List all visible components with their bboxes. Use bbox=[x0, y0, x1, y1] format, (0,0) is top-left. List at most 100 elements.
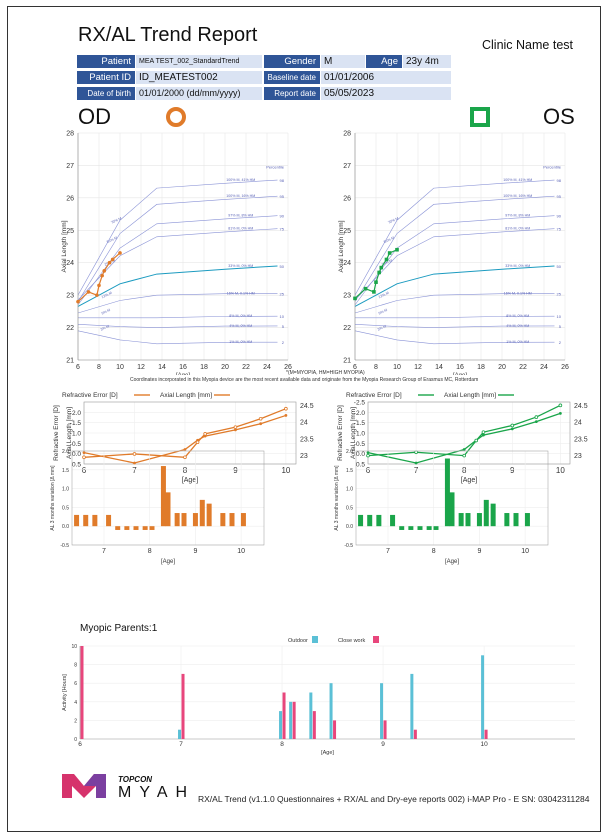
od-label: OD bbox=[78, 104, 111, 129]
x-tick-label: 9 bbox=[233, 466, 238, 475]
os-growth-chart: 212223242526272868101214161820222426[Age… bbox=[338, 131, 569, 376]
y-tick-label: 25 bbox=[343, 228, 351, 235]
data-point bbox=[97, 283, 101, 288]
x-tick-label: 9 bbox=[193, 548, 197, 555]
variation-bar bbox=[115, 526, 121, 530]
percentile-label-right: 97% M, 8% HM bbox=[505, 214, 530, 218]
variation-bar bbox=[133, 526, 139, 530]
y-tick-label: 25 bbox=[66, 228, 74, 235]
percentile-label-right: 33% M, 0% HM bbox=[505, 264, 530, 268]
variation-bar bbox=[504, 513, 510, 527]
percentile-label-right: 8% M, 0% HM bbox=[506, 314, 529, 318]
data-point bbox=[387, 251, 392, 255]
activity-bar bbox=[289, 701, 293, 739]
variation-bar bbox=[483, 499, 489, 527]
y-tick-label: -1.5 bbox=[354, 420, 366, 427]
plot-frame bbox=[71, 450, 265, 546]
os-square-icon bbox=[470, 107, 490, 127]
percentile-curve bbox=[77, 293, 278, 314]
variation-bar bbox=[513, 513, 519, 527]
percentile-curve bbox=[354, 324, 555, 328]
legend-swatch bbox=[373, 636, 379, 643]
activity-bar bbox=[333, 720, 337, 739]
x-tick-label: 7 bbox=[179, 741, 183, 748]
x-tick-label: 6 bbox=[76, 364, 80, 371]
y-tick-label: 10 bbox=[71, 644, 77, 650]
clinic-name: Clinic Name test bbox=[482, 38, 573, 52]
data-point bbox=[86, 290, 91, 294]
percentile-label-right: 33% M, 0% HM bbox=[228, 264, 253, 268]
y-tick-label: 2.0 bbox=[62, 449, 69, 455]
activity-bar bbox=[481, 655, 485, 739]
percentile-header: Percentile bbox=[266, 165, 285, 170]
percentile-number: 25 bbox=[557, 292, 562, 297]
y-tick-label: -1.0 bbox=[70, 431, 82, 438]
refractive-point bbox=[259, 422, 263, 426]
y-tick-label: 0.0 bbox=[72, 451, 81, 458]
axial-line bbox=[367, 404, 561, 457]
percentile-number: 75 bbox=[280, 227, 285, 232]
percentile-label-right: 81% M, 0% HM bbox=[505, 227, 530, 231]
x-tick-label: 8 bbox=[462, 466, 467, 475]
axial-point bbox=[284, 406, 288, 411]
x-tick-label: 8 bbox=[183, 466, 188, 475]
refractive-point bbox=[462, 448, 466, 451]
percentile-label-right: 100% M, 16% HM bbox=[503, 194, 532, 198]
myopia-footnote: *(M=MYOPIA, HM=HIGH MYOPIA) bbox=[286, 370, 365, 376]
age-value: 23y 4m bbox=[403, 55, 451, 68]
y-axis-label: AL 3 months variation [Δ mm] bbox=[50, 465, 56, 531]
percentile-curve bbox=[354, 195, 555, 302]
y2-axis-label: Axial Length [mm] bbox=[66, 407, 73, 459]
percentile-number: 10 bbox=[557, 314, 562, 319]
y-tick-label: 4 bbox=[74, 700, 77, 706]
x-tick-label: 10 bbox=[556, 466, 565, 475]
activity-bar bbox=[282, 692, 286, 739]
myopic-parents: Myopic Parents:1 bbox=[80, 623, 158, 634]
x-tick-label: 14 bbox=[435, 364, 443, 371]
patient-value: MEA TEST_002_StandardTrend bbox=[136, 55, 262, 68]
refractive-point bbox=[284, 414, 288, 417]
x-tick-label: 10 bbox=[521, 548, 529, 555]
percentile-label-left: 12% M bbox=[378, 291, 390, 299]
activity-bar bbox=[178, 729, 182, 739]
refractive-point bbox=[558, 411, 562, 415]
variation-bar bbox=[83, 514, 89, 527]
x-tick-label: 10 bbox=[480, 741, 488, 748]
plot-frame bbox=[367, 401, 571, 465]
erasmus-footnote: Coordinates incorporated in this Myopia … bbox=[130, 377, 479, 383]
data-point bbox=[363, 286, 368, 291]
x-tick-label: 24 bbox=[540, 364, 548, 371]
percentile-curve bbox=[354, 228, 555, 301]
y-axis-label: Axial Length [mm] bbox=[338, 220, 345, 272]
percentile-label-left: 51% M bbox=[383, 236, 395, 244]
x-axis-label: [Age] bbox=[161, 559, 175, 565]
variation-bar bbox=[206, 503, 212, 527]
od-rx-al-chart: 6 7 8 9 10 -2.0 -1.5 -1.0 -0.5 0.0 0.5 23 23.5 24 24.5… bbox=[53, 392, 314, 484]
dob-value: 01/01/2000 (dd/mm/yyyy) bbox=[136, 87, 262, 100]
y2-tick-label: 24 bbox=[300, 420, 308, 427]
y-tick-label: 22 bbox=[66, 325, 74, 332]
legend-axial: Axial Length [mm] bbox=[160, 392, 212, 399]
variation-bar bbox=[124, 526, 130, 530]
y-tick-label: 0.5 bbox=[346, 505, 353, 511]
variation-bar bbox=[399, 526, 405, 530]
y-tick-label: 27 bbox=[343, 163, 351, 170]
axial-point bbox=[82, 455, 86, 460]
percentile-number: 50 bbox=[280, 264, 285, 269]
x-axis-label: [Age] bbox=[453, 373, 467, 375]
percentile-curve bbox=[354, 265, 555, 307]
percentile-label-left: 70% M bbox=[387, 216, 399, 224]
x-tick-label: 8 bbox=[432, 548, 436, 555]
x-tick-label: 8 bbox=[148, 548, 152, 555]
percentile-label-right: 100% M, 41% HM bbox=[503, 178, 532, 182]
axial-point bbox=[481, 430, 486, 434]
x-tick-label: 9 bbox=[381, 741, 385, 748]
x-tick-label: 6 bbox=[366, 466, 371, 475]
percentile-label-right: 97% M, 8% HM bbox=[228, 214, 253, 218]
y2-tick-label: 23 bbox=[574, 453, 582, 460]
percentile-number: 90 bbox=[280, 214, 285, 219]
activity-bar bbox=[80, 646, 84, 739]
x-tick-label: 8 bbox=[97, 364, 101, 371]
refractive-line bbox=[367, 412, 561, 464]
data-point bbox=[353, 296, 357, 301]
